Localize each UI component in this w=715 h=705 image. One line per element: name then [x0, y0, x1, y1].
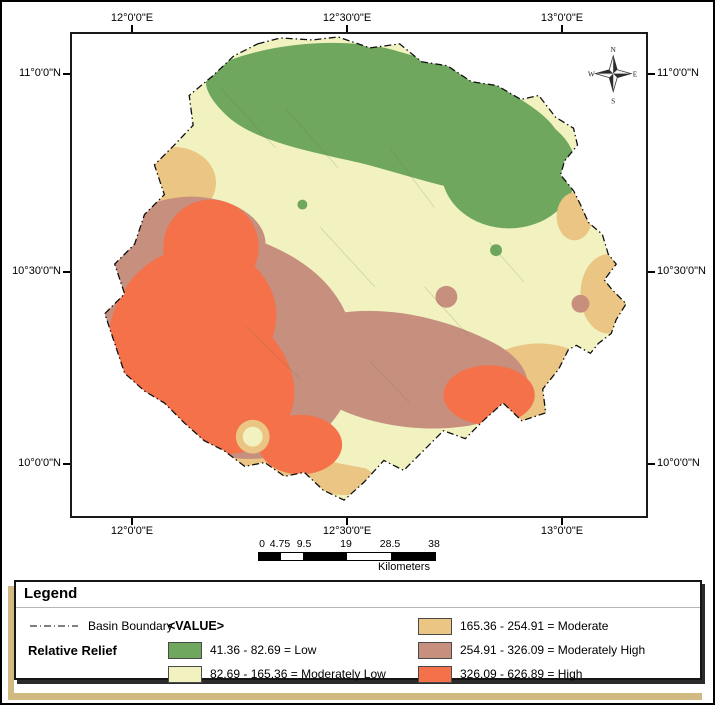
compass-star-outline	[593, 54, 633, 93]
legend-value-header-cell: <VALUE>	[168, 614, 408, 638]
scalebar-bar	[258, 552, 436, 561]
relief-map: N E S W	[104, 36, 638, 501]
tick-top-1	[131, 25, 133, 32]
tick-right-2	[648, 271, 655, 273]
coord-label-left-2: 10°30'0"N	[12, 265, 61, 277]
tick-right-1	[648, 73, 655, 75]
coord-label-right-1: 11°0'0"N	[657, 67, 700, 79]
scalebar-label-5: 38	[428, 538, 440, 550]
swatch-low-icon	[168, 641, 202, 659]
scale-bar: 0 4.75 9.5 19 28.5 38 Kilometers	[258, 538, 488, 574]
legend-class-label: 165.36 - 254.91 = Moderate	[460, 619, 609, 633]
swatch-moderately-low-icon	[168, 665, 202, 683]
coord-label-top-1: 12°0'0"E	[110, 12, 154, 24]
compass-e-label: E	[633, 70, 638, 79]
scalebar-segment	[259, 553, 281, 560]
tick-bottom-3	[561, 518, 563, 525]
legend-panel: Legend Basin Boundary <VALUE> 165.36 - 2…	[14, 580, 702, 683]
legend-class-label: 41.36 - 82.69 = Low	[210, 643, 317, 657]
coord-label-left-3: 10°0'0"N	[18, 457, 61, 469]
relief-surface	[104, 36, 627, 501]
coord-label-top-3: 13°0'0"E	[540, 12, 584, 24]
drainage-lines	[220, 88, 525, 404]
tick-left-3	[63, 463, 70, 465]
tick-left-1	[63, 73, 70, 75]
scalebar-label-1: 4.75	[269, 538, 291, 550]
coord-label-left-1: 11°0'0"N	[18, 67, 61, 79]
legend-class-label: 82.69 - 165.36 = Moderately Low	[210, 667, 386, 681]
value-header: <VALUE>	[168, 619, 225, 633]
tick-bottom-1	[131, 518, 133, 525]
coord-label-top-2: 12°30'0"E	[322, 12, 372, 24]
legend-item-high: 326.09 - 626.89 = High	[418, 662, 698, 686]
legend-item-moderately-low: 82.69 - 165.36 = Moderately Low	[168, 662, 408, 686]
scalebar-label-2: 9.5	[296, 538, 312, 550]
scalebar-label-0: 0	[259, 538, 265, 550]
compass-s-label: S	[611, 96, 615, 105]
legend-accent-left	[8, 586, 14, 700]
legend-layer-name-cell: Relative Relief	[28, 638, 166, 662]
scalebar-segment	[303, 553, 347, 560]
compass-n-label: N	[611, 45, 617, 54]
legend-item-low: 41.36 - 82.69 = Low	[168, 638, 408, 662]
legend-class-label: 326.09 - 626.89 = High	[460, 667, 583, 681]
legend-item-moderately-high: 254.91 - 326.09 = Moderately High	[418, 638, 698, 662]
coord-label-bottom-2: 12°30'0"E	[322, 525, 372, 537]
scalebar-unit-label: Kilometers	[378, 561, 430, 573]
swatch-moderately-high-icon	[418, 641, 452, 659]
swatch-high-icon	[418, 665, 452, 683]
legend-class-label: 254.91 - 326.09 = Moderately High	[460, 643, 646, 657]
legend-accent-bottom	[8, 693, 702, 700]
legend-title: Legend	[24, 585, 78, 602]
tick-top-2	[346, 25, 348, 32]
scalebar-label-4: 28.5	[379, 538, 401, 550]
legend-separator	[16, 607, 700, 608]
tick-right-3	[648, 463, 655, 465]
coord-label-right-2: 10°30'0"N	[657, 265, 706, 277]
legend-item-moderate: 165.36 - 254.91 = Moderate	[418, 614, 698, 638]
tick-left-2	[63, 271, 70, 273]
scalebar-segment	[391, 553, 435, 560]
layer-name-label: Relative Relief	[28, 642, 117, 658]
map-frame: N E S W	[70, 32, 648, 518]
tick-bottom-2	[346, 518, 348, 525]
tick-top-3	[561, 25, 563, 32]
compass-w-label: W	[588, 70, 595, 79]
scalebar-label-3: 19	[340, 538, 352, 550]
legend-item-basin-boundary: Basin Boundary	[28, 614, 173, 638]
swatch-moderate-icon	[418, 617, 452, 635]
dash-dot-line-icon	[30, 625, 78, 627]
compass-rose: N E S W	[588, 45, 638, 106]
basin-boundary-label: Basin Boundary	[88, 619, 173, 633]
coord-label-right-3: 10°0'0"N	[657, 457, 700, 469]
coord-label-bottom-1: 12°0'0"E	[110, 525, 154, 537]
coord-label-bottom-3: 13°0'0"E	[540, 525, 584, 537]
